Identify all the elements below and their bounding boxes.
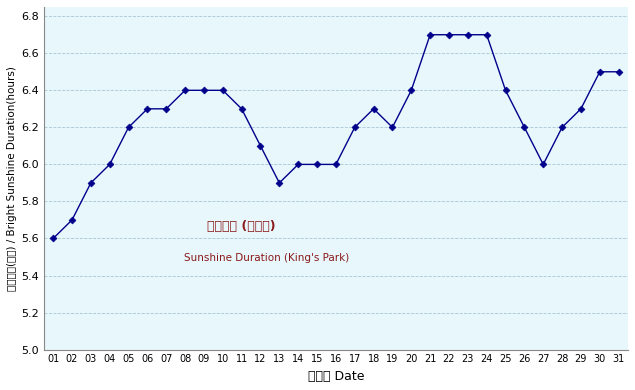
X-axis label: 日期／ Date: 日期／ Date (307, 370, 364, 383)
Y-axis label: 平均日照(小時) / Bright Sunshine Duration(hours): 平均日照(小時) / Bright Sunshine Duration(hour… (7, 66, 17, 291)
Text: Sunshine Duration (King's Park): Sunshine Duration (King's Park) (184, 253, 349, 262)
Text: 平均日照 (京士柏): 平均日照 (京士柏) (208, 220, 276, 233)
